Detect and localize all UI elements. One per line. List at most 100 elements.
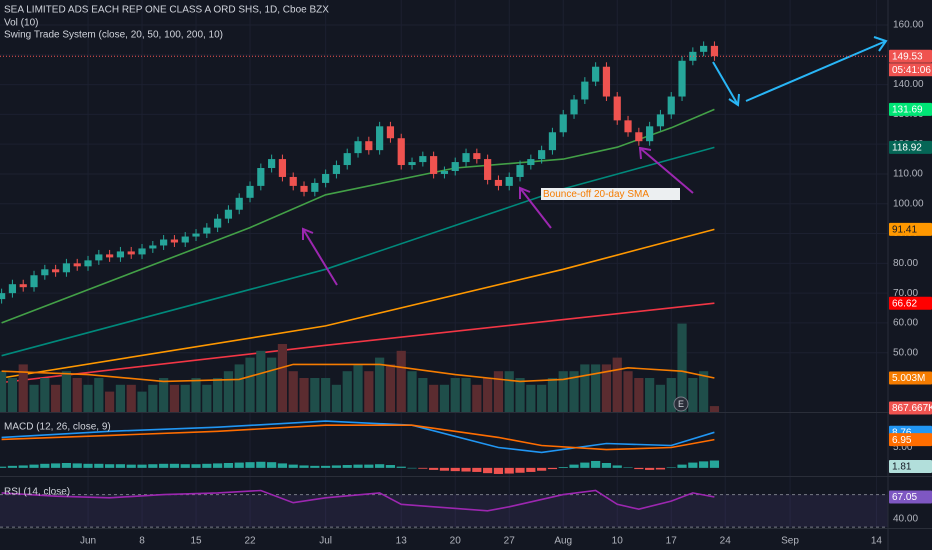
candle-body xyxy=(311,182,319,192)
volume-bar xyxy=(51,384,61,412)
histogram-bar xyxy=(580,462,590,468)
candle-body xyxy=(430,156,438,174)
volume-bar xyxy=(634,378,644,412)
y-tick-label: 60.00 xyxy=(893,318,918,329)
y-tick-label: 70.00 xyxy=(893,288,918,299)
histogram-bar xyxy=(493,467,504,474)
y-tick-label: 140.00 xyxy=(893,79,924,90)
candle-body xyxy=(192,233,200,237)
histogram-bar xyxy=(418,467,428,469)
price-badge xyxy=(889,371,932,385)
histogram-bar xyxy=(623,467,633,468)
candle-body xyxy=(613,96,621,121)
y-tick-label: 50.00 xyxy=(893,347,918,358)
volume-bar xyxy=(234,364,244,412)
volume-bar xyxy=(213,378,223,412)
histogram-bar xyxy=(699,461,709,468)
candle-body xyxy=(527,159,535,166)
volume-bar xyxy=(331,384,342,412)
histogram-bar xyxy=(234,462,244,468)
volume-bar xyxy=(288,371,298,412)
histogram-bar xyxy=(526,467,536,472)
x-tick-label: Aug xyxy=(554,536,572,547)
histogram-bar xyxy=(213,463,223,468)
histogram-bar xyxy=(105,464,115,468)
candle-body xyxy=(440,170,449,174)
candle-body xyxy=(84,260,92,267)
annotation-box xyxy=(541,188,680,200)
series-line xyxy=(1,302,715,384)
histogram-bar xyxy=(504,467,514,474)
pane-title: RSI (14, close) xyxy=(4,487,70,498)
chart-title: SEA LIMITED ADS EACH REP ONE CLASS A ORD… xyxy=(4,5,329,16)
arrow-head xyxy=(873,36,888,52)
indicator-label: Vol (10) xyxy=(4,18,38,29)
histogram-bar xyxy=(148,464,158,468)
series-line xyxy=(1,146,715,357)
candle-body xyxy=(8,284,17,294)
x-tick-label: 17 xyxy=(666,536,678,547)
histogram-bar xyxy=(159,463,169,468)
candle-body xyxy=(235,197,243,210)
x-tick-label: Sep xyxy=(781,536,799,547)
x-tick-label: 24 xyxy=(720,536,732,547)
candle-body xyxy=(354,141,362,154)
candle-body xyxy=(160,239,168,246)
volume-bar xyxy=(483,378,493,412)
price-badge xyxy=(889,490,932,504)
candle-body xyxy=(332,165,341,174)
y-tick-label: 80.00 xyxy=(893,258,918,269)
volume-bar xyxy=(612,357,622,412)
volume-bar xyxy=(623,371,633,412)
candle-body xyxy=(689,51,697,61)
price-badge xyxy=(889,460,932,474)
y-tick-label: 5.00 xyxy=(893,442,913,453)
histogram-bar xyxy=(634,467,644,470)
histogram-bar xyxy=(277,463,288,468)
volume-bar xyxy=(310,378,320,412)
price-badge-label: 66.62 xyxy=(892,298,917,309)
histogram-bar xyxy=(94,463,104,468)
price-badge xyxy=(889,433,932,447)
series-line xyxy=(1,424,715,451)
volume-bar xyxy=(299,378,309,412)
histogram-bar xyxy=(256,461,266,468)
volume-bar xyxy=(677,323,687,412)
histogram-bar xyxy=(591,460,601,468)
x-tick-label: 15 xyxy=(190,536,202,547)
earnings-marker[interactable] xyxy=(673,396,689,412)
histogram-bar xyxy=(331,465,342,468)
histogram-bar xyxy=(569,464,579,468)
histogram-bar xyxy=(267,462,277,468)
annotation: Bounce-off 20-day SMA xyxy=(543,189,649,200)
volume-bar xyxy=(688,378,698,412)
candle-body xyxy=(473,153,481,160)
series-line xyxy=(1,489,715,512)
volume-bar xyxy=(709,406,720,412)
countdown-badge xyxy=(889,63,932,77)
candle-body xyxy=(592,66,600,82)
candle-body xyxy=(95,254,103,261)
volume-bar xyxy=(29,384,39,412)
histogram-bar xyxy=(83,463,93,468)
histogram-bar xyxy=(40,463,50,468)
histogram-bar xyxy=(375,464,385,468)
volume-bar xyxy=(321,378,331,412)
y-tick-label: 100.00 xyxy=(893,198,924,209)
volume-bar xyxy=(375,357,385,412)
volume-bar xyxy=(461,378,471,412)
candle-body xyxy=(116,251,125,258)
histogram-bar xyxy=(115,464,126,468)
x-tick-label: 14 xyxy=(871,536,883,547)
candle-body xyxy=(656,114,665,127)
volume-bar xyxy=(655,384,666,412)
volume-bar xyxy=(223,371,234,412)
histogram-bar xyxy=(515,467,525,473)
overlay: Bounce-off 20-day SMA E SEA LIMITED ADS … xyxy=(0,5,888,498)
candle-body xyxy=(19,284,27,288)
candle-body xyxy=(203,227,211,234)
candle-body xyxy=(289,176,297,186)
histogram-bar xyxy=(709,460,720,468)
